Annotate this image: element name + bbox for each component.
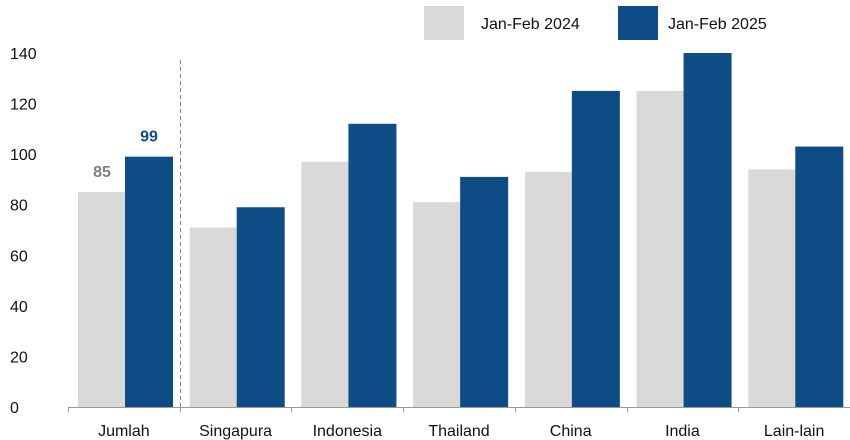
bar-jumlah-jan-feb-2024 (78, 192, 126, 407)
x-tick-label-lain-lain: Lain-lain (764, 423, 824, 440)
data-label-jumlah-jan-feb-2025: 99 (140, 129, 158, 146)
legend-swatch-jan-feb-2024 (424, 6, 464, 40)
bar-india-jan-feb-2024 (636, 90, 685, 407)
data-label-jumlah-jan-feb-2024: 85 (93, 164, 111, 181)
legend-label-jan-feb-2024: Jan-Feb 2024 (481, 16, 580, 33)
x-tick-label-jumlah: Jumlah (98, 423, 150, 440)
bar-indonesia-jan-feb-2024 (301, 161, 350, 407)
x-tick-label-china: China (550, 423, 592, 440)
bar-china-jan-feb-2024 (524, 171, 573, 407)
bar-china-jan-feb-2025 (571, 90, 620, 407)
x-tick-label-indonesia: Indonesia (313, 423, 382, 440)
y-tick-label-100: 100 (10, 147, 37, 164)
bar-thailand-jan-feb-2025 (460, 176, 509, 407)
y-tick-label-120: 120 (10, 97, 37, 114)
bar-indonesia-jan-feb-2025 (348, 123, 397, 408)
bar-singapura-jan-feb-2024 (189, 227, 238, 407)
y-tick-label-60: 60 (10, 248, 28, 265)
legend-label-jan-feb-2025: Jan-Feb 2025 (668, 16, 767, 33)
y-tick-label-20: 20 (10, 349, 28, 366)
y-tick-label-40: 40 (10, 299, 28, 316)
y-tick-label-0: 0 (10, 400, 19, 417)
bar-jumlah-jan-feb-2025 (125, 156, 173, 407)
bar-lain-lain-jan-feb-2025 (795, 146, 844, 408)
bar-lain-lain-jan-feb-2024 (748, 169, 797, 407)
bar-singapura-jan-feb-2025 (236, 207, 285, 407)
y-tick-label-80: 80 (10, 198, 28, 215)
bar-india-jan-feb-2025 (683, 53, 732, 407)
bar-thailand-jan-feb-2024 (413, 202, 462, 407)
y-tick-label-140: 140 (10, 46, 37, 63)
legend-swatch-jan-feb-2025 (618, 6, 658, 40)
x-tick-label-india: India (665, 423, 700, 440)
x-tick-label-singapura: Singapura (199, 423, 272, 440)
x-tick-label-thailand: Thailand (428, 423, 489, 440)
